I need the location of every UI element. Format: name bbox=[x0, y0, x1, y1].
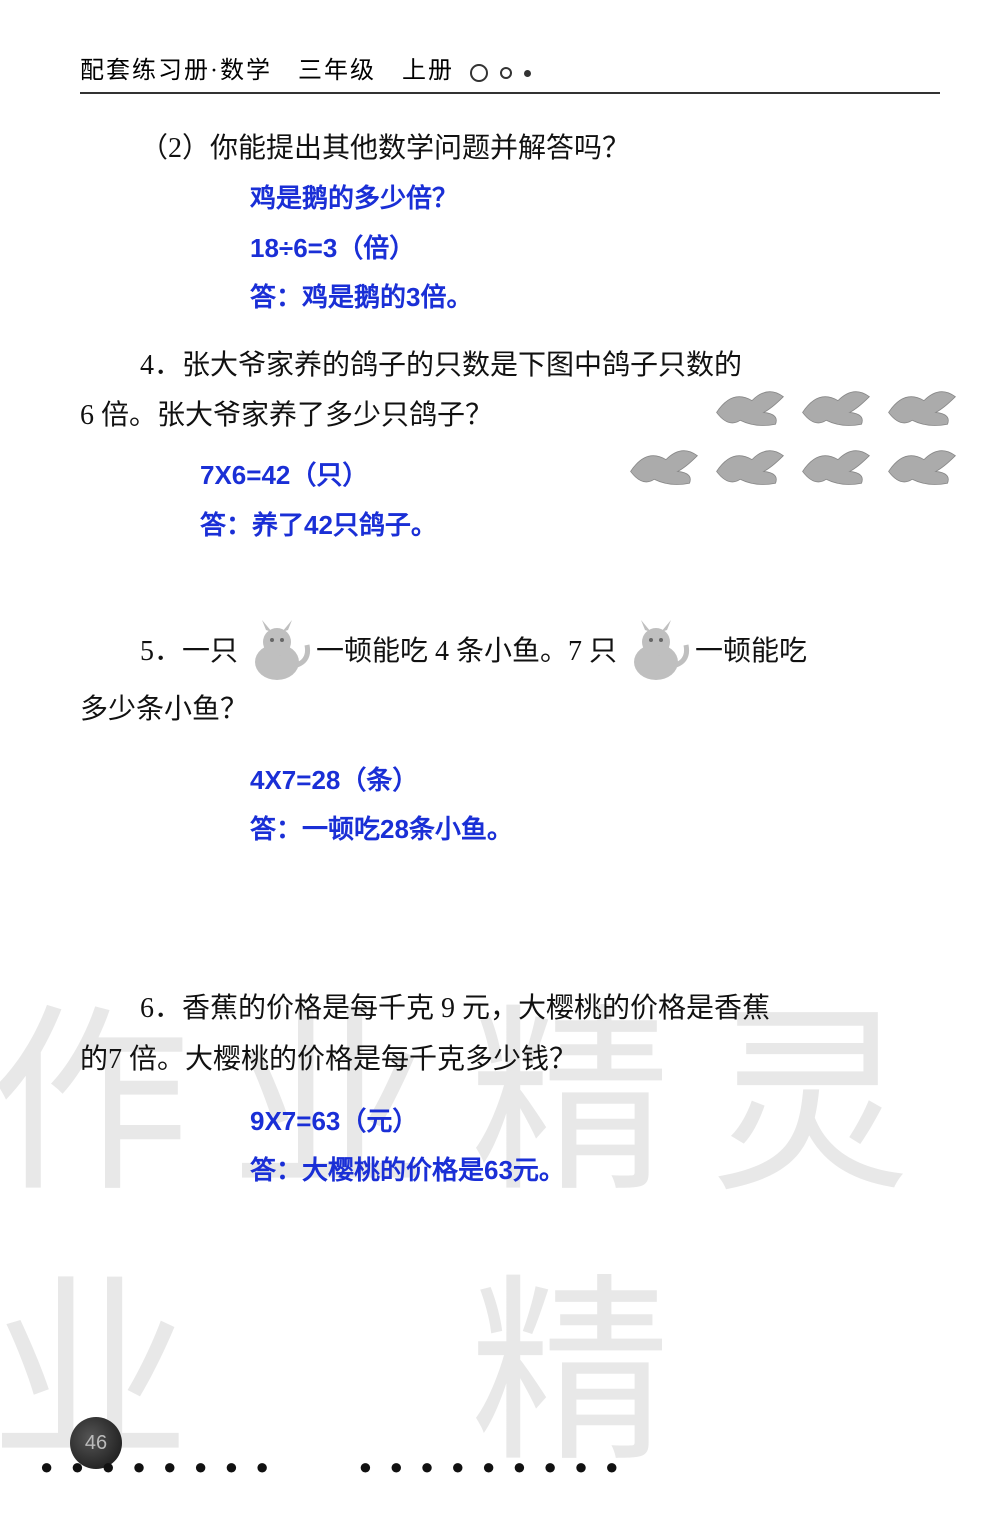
q5-answer-calc: 4X7=28（条） bbox=[250, 756, 940, 805]
q5-answer-final: 答：一顿吃28条小鱼。 bbox=[250, 805, 940, 854]
question-5: 5．一只 一顿能吃 4 条小鱼。7 只 一顿能吃 多少条小鱼？ 4X7=28（条… bbox=[80, 620, 940, 854]
cat-icon bbox=[621, 620, 691, 685]
q5-text-part2: 一顿能吃 4 条小鱼。7 只 bbox=[316, 627, 617, 677]
q2-answer-final: 答：鸡是鹅的3倍。 bbox=[250, 273, 940, 322]
q2-answer-calc: 18÷6=3（倍） bbox=[250, 224, 940, 273]
q6-answer-final: 答：大樱桃的价格是63元。 bbox=[250, 1146, 940, 1195]
q6-prompt-line2: 的7 倍。大樱桃的价格是每千克多少钱？ bbox=[80, 1035, 940, 1085]
pigeon-icon bbox=[794, 381, 874, 436]
header-title: 配套练习册·数学 三年级 上册 bbox=[80, 58, 454, 84]
pigeon-icon bbox=[708, 440, 788, 495]
pigeon-illustration bbox=[600, 381, 960, 499]
question-6: 6．香蕉的价格是每千克 9 元，大樱桃的价格是香蕉 的7 倍。大樱桃的价格是每千… bbox=[80, 984, 940, 1196]
pigeon-icon bbox=[622, 440, 702, 495]
header-ornament bbox=[470, 59, 535, 86]
circle-medium-icon bbox=[500, 67, 512, 79]
q2-prompt: （2）你能提出其他数学问题并解答吗？ bbox=[140, 124, 940, 174]
q6-prompt-line1: 6．香蕉的价格是每千克 9 元，大樱桃的价格是香蕉 bbox=[140, 984, 940, 1034]
pigeon-icon bbox=[708, 381, 788, 436]
pigeon-icon bbox=[880, 381, 960, 436]
q6-answer-calc: 9X7=63（元） bbox=[250, 1097, 940, 1146]
q5-prompt-line1: 5．一只 一顿能吃 4 条小鱼。7 只 一顿能吃 bbox=[140, 620, 940, 685]
q4-answer-final: 答：养了42只鸽子。 bbox=[200, 501, 940, 550]
q2-answer-question: 鸡是鹅的多少倍？ bbox=[250, 174, 940, 223]
question-2: （2）你能提出其他数学问题并解答吗？ 鸡是鹅的多少倍？ 18÷6=3（倍） 答：… bbox=[80, 124, 940, 323]
question-4: 4．张大爷家养的鸽子的只数是下图中鸽子只数的 6 倍。张大爷家养了多少只鸽子？ … bbox=[80, 341, 940, 551]
q5-text-part1: 5．一只 bbox=[140, 627, 238, 677]
footer-dots: ● ● ● ● ● ● ● ● ● ● ● ● ● ● ● ● ● bbox=[40, 1449, 624, 1481]
page: 配套练习册·数学 三年级 上册 （2）你能提出其他数学问题并解答吗？ 鸡是鹅的多… bbox=[0, 0, 1000, 1529]
pigeon-icon bbox=[880, 440, 960, 495]
cat-icon bbox=[242, 620, 312, 685]
pigeon-icon bbox=[794, 440, 874, 495]
page-header: 配套练习册·数学 三年级 上册 bbox=[80, 50, 940, 94]
circle-small-icon bbox=[524, 70, 531, 77]
q5-prompt-line2: 多少条小鱼？ bbox=[80, 685, 940, 735]
q5-text-part3: 一顿能吃 bbox=[695, 627, 807, 677]
circle-large-icon bbox=[470, 64, 488, 82]
